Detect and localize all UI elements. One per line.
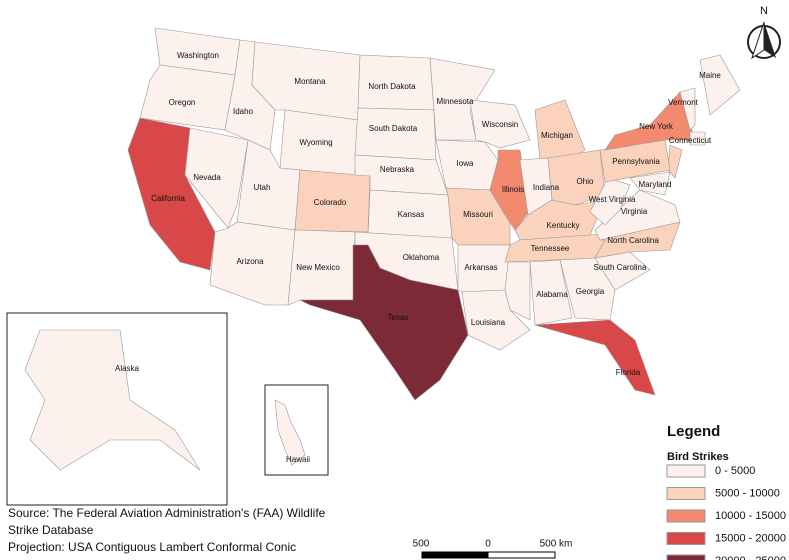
state-shape: [589, 177, 631, 226]
state-label: Michigan: [541, 131, 573, 140]
state-shape: [559, 257, 616, 321]
state-label: Texas: [388, 313, 409, 322]
state-label: Georgia: [576, 287, 605, 296]
state-label: Wyoming: [299, 138, 332, 147]
state-shape: [689, 131, 706, 146]
state-label: Illinois: [502, 185, 524, 194]
state-label: Kansas: [398, 210, 425, 219]
legend-swatch: [666, 487, 706, 500]
state-label: Nevada: [193, 173, 221, 182]
source-line: Strike Database: [8, 523, 94, 537]
state-label: Louisiana: [471, 318, 506, 327]
state-shape: [629, 171, 671, 196]
state-label: Tennessee: [531, 244, 570, 253]
scale-label: 500 km: [540, 539, 573, 550]
state-label: Virginia: [621, 207, 648, 216]
state-shape: [139, 64, 236, 131]
state-shape: [547, 149, 606, 206]
state-label: New Mexico: [296, 263, 340, 272]
state-shape: [184, 127, 249, 229]
states: [24, 27, 741, 471]
state-shape: [354, 107, 437, 161]
state-label: Florida: [616, 368, 641, 377]
state-label: Hawaii: [286, 455, 310, 464]
legend-swatch: [666, 554, 706, 560]
state-label: Arizona: [236, 257, 264, 266]
state-label: Idaho: [233, 107, 254, 116]
state-label: Washington: [177, 51, 219, 60]
legend-title: Legend: [667, 423, 720, 440]
state-label: Iowa: [457, 159, 474, 168]
state-shape: [534, 319, 656, 396]
state-label: Vermont: [668, 98, 699, 107]
hawaii-inset: [264, 384, 329, 476]
legend-swatch: [666, 464, 706, 478]
state-label: Nebraska: [380, 165, 415, 174]
legend-label: 10000 - 15000: [715, 510, 786, 522]
north-label: N: [760, 5, 768, 17]
state-label: Wisconsin: [482, 120, 518, 129]
state-label: Ohio: [577, 177, 594, 186]
scale-bar: 500 0 500 km: [413, 539, 573, 559]
state-label: Connecticut: [669, 136, 712, 145]
source-line: Projection: USA Contiguous Lambert Confo…: [8, 540, 296, 554]
state-label: North Carolina: [607, 236, 659, 245]
state-shape: [529, 259, 573, 326]
state-shape: [461, 289, 531, 351]
legend-label: 5000 - 10000: [715, 487, 780, 499]
state-label: Missouri: [463, 210, 493, 219]
state-shape: [469, 99, 531, 149]
state-label: West Virginia: [589, 195, 636, 204]
state-label: Pennsylvania: [612, 157, 660, 166]
source-line: Source: The Federal Aviation Administrat…: [8, 506, 326, 520]
state-label: Maine: [699, 71, 721, 80]
state-label: Oklahoma: [403, 253, 440, 262]
north-arrow: N: [747, 5, 781, 60]
legend-label: 0 - 5000: [715, 465, 755, 477]
state-shape: [24, 329, 201, 471]
state-label: Arkansas: [464, 263, 497, 272]
state-label: Indiana: [533, 183, 560, 192]
state-shape: [274, 399, 306, 466]
state-label: Utah: [254, 183, 271, 192]
state-label: South Carolina: [594, 263, 647, 272]
state-label: Alabama: [536, 290, 568, 299]
legend-swatch: [666, 532, 706, 545]
state-label: Minnesota: [437, 97, 474, 106]
state-label: Alaska: [115, 364, 140, 373]
state-label: North Dakota: [368, 82, 416, 91]
scale-label: 0: [485, 539, 491, 550]
state-label: Kentucky: [547, 221, 580, 230]
state-shape: [594, 189, 681, 241]
state-label: Oregon: [169, 98, 196, 107]
state-label: Montana: [294, 77, 326, 86]
state-shape: [667, 144, 683, 179]
state-label: Colorado: [314, 198, 347, 207]
legend-label: 20000 - 25000: [715, 555, 786, 560]
scale-label: 500: [413, 539, 430, 550]
legend-swatch: [666, 509, 706, 523]
state-shape: [299, 244, 469, 401]
state-label: Maryland: [639, 180, 672, 189]
legend: 0 - 5000 5000 - 10000 10000 - 15000 15000 -…: [666, 464, 786, 560]
state-shape: [679, 87, 696, 131]
state-label: South Dakota: [369, 124, 418, 133]
legend-label: 15000 - 20000: [715, 532, 786, 544]
state-label: California: [151, 194, 185, 203]
legend-subtitle: Bird Strikes: [667, 451, 729, 463]
alaska-inset: [6, 312, 228, 506]
state-label: New York: [639, 122, 674, 131]
state-shape: [699, 54, 741, 116]
state-labels: Washington Oregon California Nevada Idaho Mon…: [115, 51, 721, 464]
